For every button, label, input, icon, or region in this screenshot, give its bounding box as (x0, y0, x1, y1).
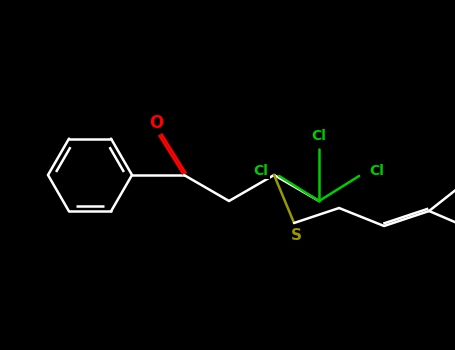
Text: O: O (149, 114, 163, 132)
Text: Cl: Cl (253, 164, 268, 178)
Text: Cl: Cl (369, 164, 384, 178)
Text: Cl: Cl (312, 129, 327, 143)
Text: S: S (291, 229, 302, 244)
